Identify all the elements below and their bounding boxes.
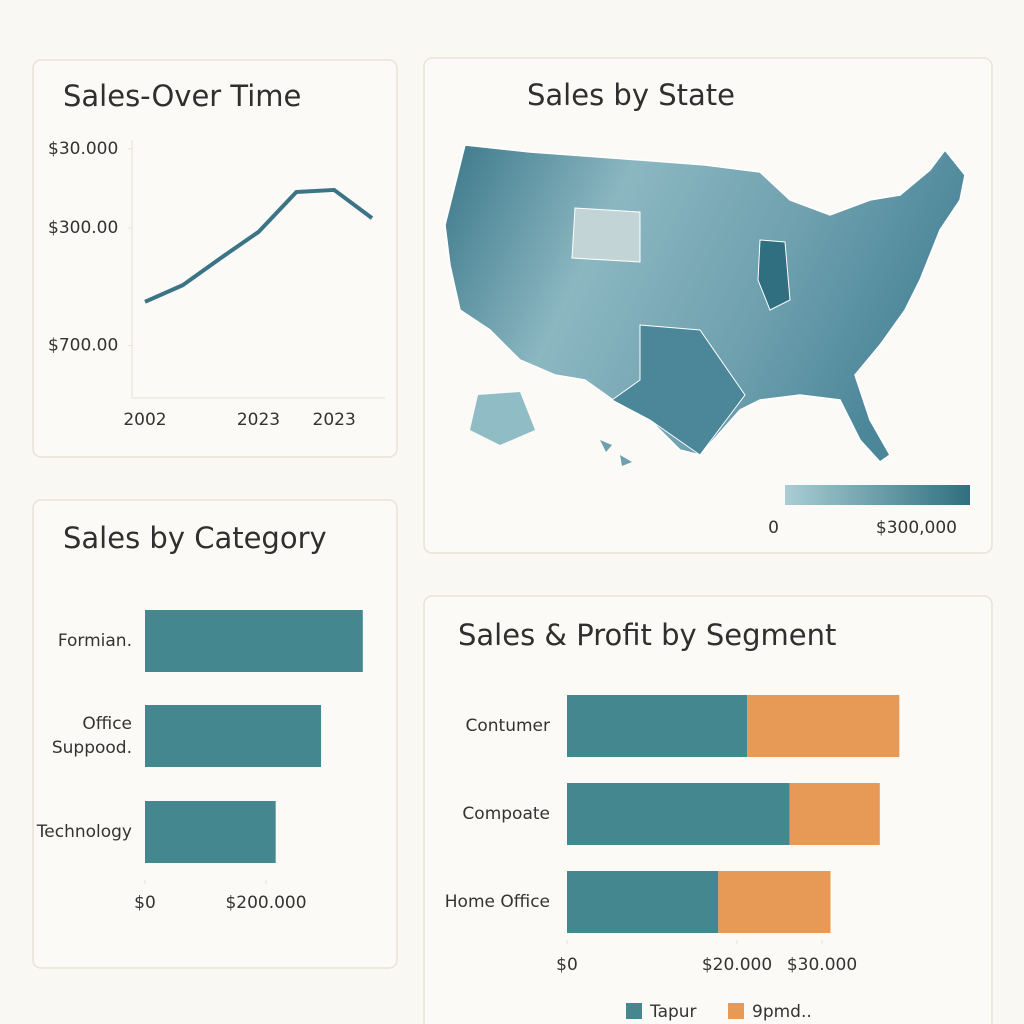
y-tick-label: $30.000 xyxy=(48,139,118,159)
bar-segment xyxy=(718,871,831,933)
bar-segment xyxy=(747,695,900,757)
state xyxy=(571,207,641,263)
x-tick-label: $20.000 xyxy=(702,955,772,975)
chart-title: Sales by State xyxy=(527,78,735,112)
y-tick-label: $300.00 xyxy=(48,218,118,238)
y-tick-label: Technology xyxy=(36,822,132,842)
bar-segment xyxy=(567,695,748,757)
colorbar xyxy=(785,485,970,505)
colorbar-label: 0 xyxy=(768,518,779,538)
chart-title: Sales-Over Time xyxy=(63,79,301,113)
y-tick-label: Compoate xyxy=(462,804,550,824)
state xyxy=(757,239,791,311)
legend-swatch xyxy=(626,1003,642,1019)
y-tick-label: Office Suppood. xyxy=(51,714,132,758)
x-tick-label: $0 xyxy=(134,893,156,913)
legend-label: 9pmd.. xyxy=(752,1002,812,1022)
y-tick-label: Contumer xyxy=(466,716,551,736)
chart-title: Sales & Profit by Segment xyxy=(458,618,836,652)
bar xyxy=(145,610,363,672)
bar-segment xyxy=(789,783,880,845)
alaska xyxy=(470,392,535,445)
x-tick-label: $200.000 xyxy=(225,893,306,913)
x-tick-label: $0 xyxy=(556,955,578,975)
y-tick-label: $700.00 xyxy=(48,336,118,356)
colorbar-label: $300,000 xyxy=(876,518,957,538)
category-label: Office Suppood. xyxy=(51,714,132,758)
state xyxy=(611,324,746,456)
y-tick-label: Home Office xyxy=(445,892,550,912)
bar-segment xyxy=(567,871,719,933)
x-tick-label: 2023 xyxy=(237,410,280,430)
x-tick-label: $30.000 xyxy=(787,955,857,975)
category-label: Formian. xyxy=(57,631,132,651)
bar xyxy=(145,801,276,863)
category-label: Technology xyxy=(36,822,132,842)
card xyxy=(32,59,398,458)
legend-swatch xyxy=(728,1003,744,1019)
chart-title: Sales by Category xyxy=(63,521,327,555)
line xyxy=(144,187,374,304)
y-tick-label: Formian. xyxy=(57,631,132,651)
bar-segment xyxy=(567,783,790,845)
bar xyxy=(145,705,322,767)
hawaii xyxy=(600,440,632,466)
x-tick-label: 2002 xyxy=(123,410,166,430)
legend-label: Tapur xyxy=(649,1002,697,1022)
x-tick-label: 2023 xyxy=(313,410,356,430)
